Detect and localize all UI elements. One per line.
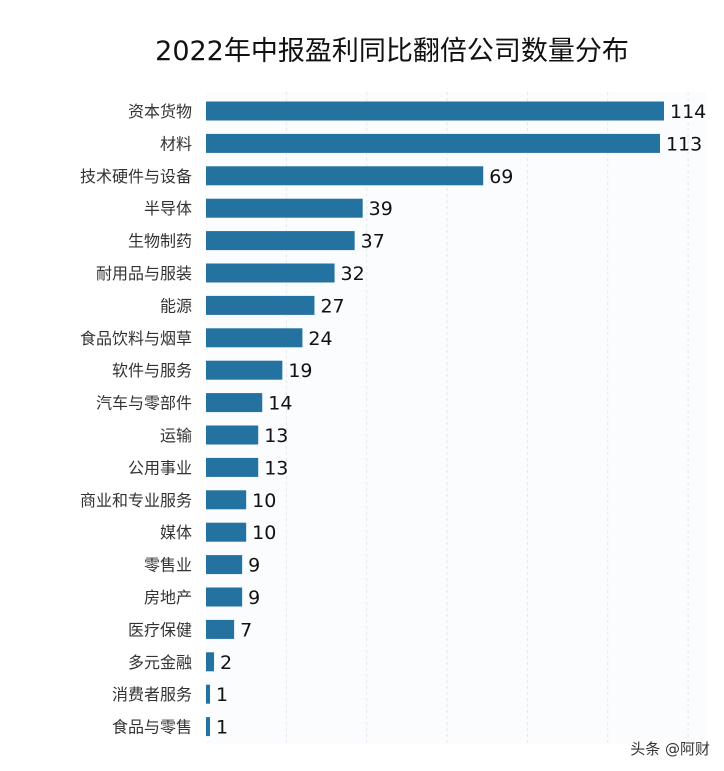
bar xyxy=(206,425,259,445)
value-label: 19 xyxy=(288,360,312,382)
value-label: 39 xyxy=(369,198,393,220)
bars xyxy=(206,101,664,737)
value-label: 10 xyxy=(252,490,276,512)
bar xyxy=(206,684,211,704)
category-label: 食品饮料与烟草 xyxy=(80,329,192,348)
value-label: 69 xyxy=(489,166,513,188)
value-label: 1 xyxy=(216,684,228,706)
category-label: 汽车与零部件 xyxy=(96,394,192,413)
category-label: 能源 xyxy=(160,296,192,315)
bar xyxy=(206,652,215,672)
value-label: 2 xyxy=(220,652,232,674)
value-label: 113 xyxy=(666,133,702,155)
category-labels: 资本货物材料技术硬件与设备半导体生物制药耐用品与服装能源食品饮料与烟草软件与服务… xyxy=(80,102,192,737)
bar xyxy=(206,328,303,348)
bar xyxy=(206,587,243,607)
category-label: 材料 xyxy=(160,134,192,153)
bar xyxy=(206,457,259,477)
watermark: 头条 @阿财 xyxy=(630,740,710,758)
value-labels: 114 113 69 39 37 32 27 24 19 14 13 13 10 10 9 9 72 1 1 xyxy=(216,101,706,739)
category-label: 商业和专业服务 xyxy=(80,491,192,510)
value-label: 13 xyxy=(264,457,288,479)
value-label: 1 xyxy=(216,717,228,739)
category-label: 医疗保健 xyxy=(128,620,192,639)
category-label: 公用事业 xyxy=(128,458,192,477)
bar xyxy=(206,717,211,737)
bar xyxy=(206,555,243,575)
category-label: 软件与服务 xyxy=(112,361,192,380)
plot-area xyxy=(206,92,706,744)
value-label: 114 xyxy=(670,101,706,123)
category-label: 媒体 xyxy=(160,523,192,542)
category-label: 耐用品与服装 xyxy=(96,264,192,283)
bar xyxy=(206,393,263,413)
bar xyxy=(206,263,335,283)
bar xyxy=(206,295,315,315)
chart-title: 2022年中报盈利同比翻倍公司数量分布 xyxy=(155,36,629,67)
category-label: 运输 xyxy=(160,426,192,445)
category-label: 半导体 xyxy=(144,199,192,218)
category-label: 资本货物 xyxy=(128,102,192,121)
value-label: 37 xyxy=(361,231,385,253)
category-label: 技术硬件与设备 xyxy=(80,167,192,186)
value-label: 9 xyxy=(248,587,260,609)
value-label: 7 xyxy=(240,619,252,641)
category-label: 生物制药 xyxy=(128,232,192,251)
category-label: 食品与零售 xyxy=(112,718,192,737)
value-label: 27 xyxy=(320,295,344,317)
value-label: 24 xyxy=(308,328,332,350)
value-label: 13 xyxy=(264,425,288,447)
category-label: 房地产 xyxy=(144,588,192,607)
bar xyxy=(206,166,484,186)
bar xyxy=(206,619,235,639)
bar xyxy=(206,490,247,510)
bar xyxy=(206,101,664,121)
bar xyxy=(206,522,247,542)
value-label: 9 xyxy=(248,555,260,577)
bar xyxy=(206,231,355,251)
value-label: 10 xyxy=(252,522,276,544)
value-label: 32 xyxy=(341,263,365,285)
category-label: 多元金融 xyxy=(128,653,192,672)
bar xyxy=(206,198,363,218)
bar xyxy=(206,133,660,153)
value-label: 14 xyxy=(268,393,292,415)
category-label: 零售业 xyxy=(144,556,192,575)
category-label: 消费者服务 xyxy=(112,685,192,704)
bar xyxy=(206,360,283,380)
